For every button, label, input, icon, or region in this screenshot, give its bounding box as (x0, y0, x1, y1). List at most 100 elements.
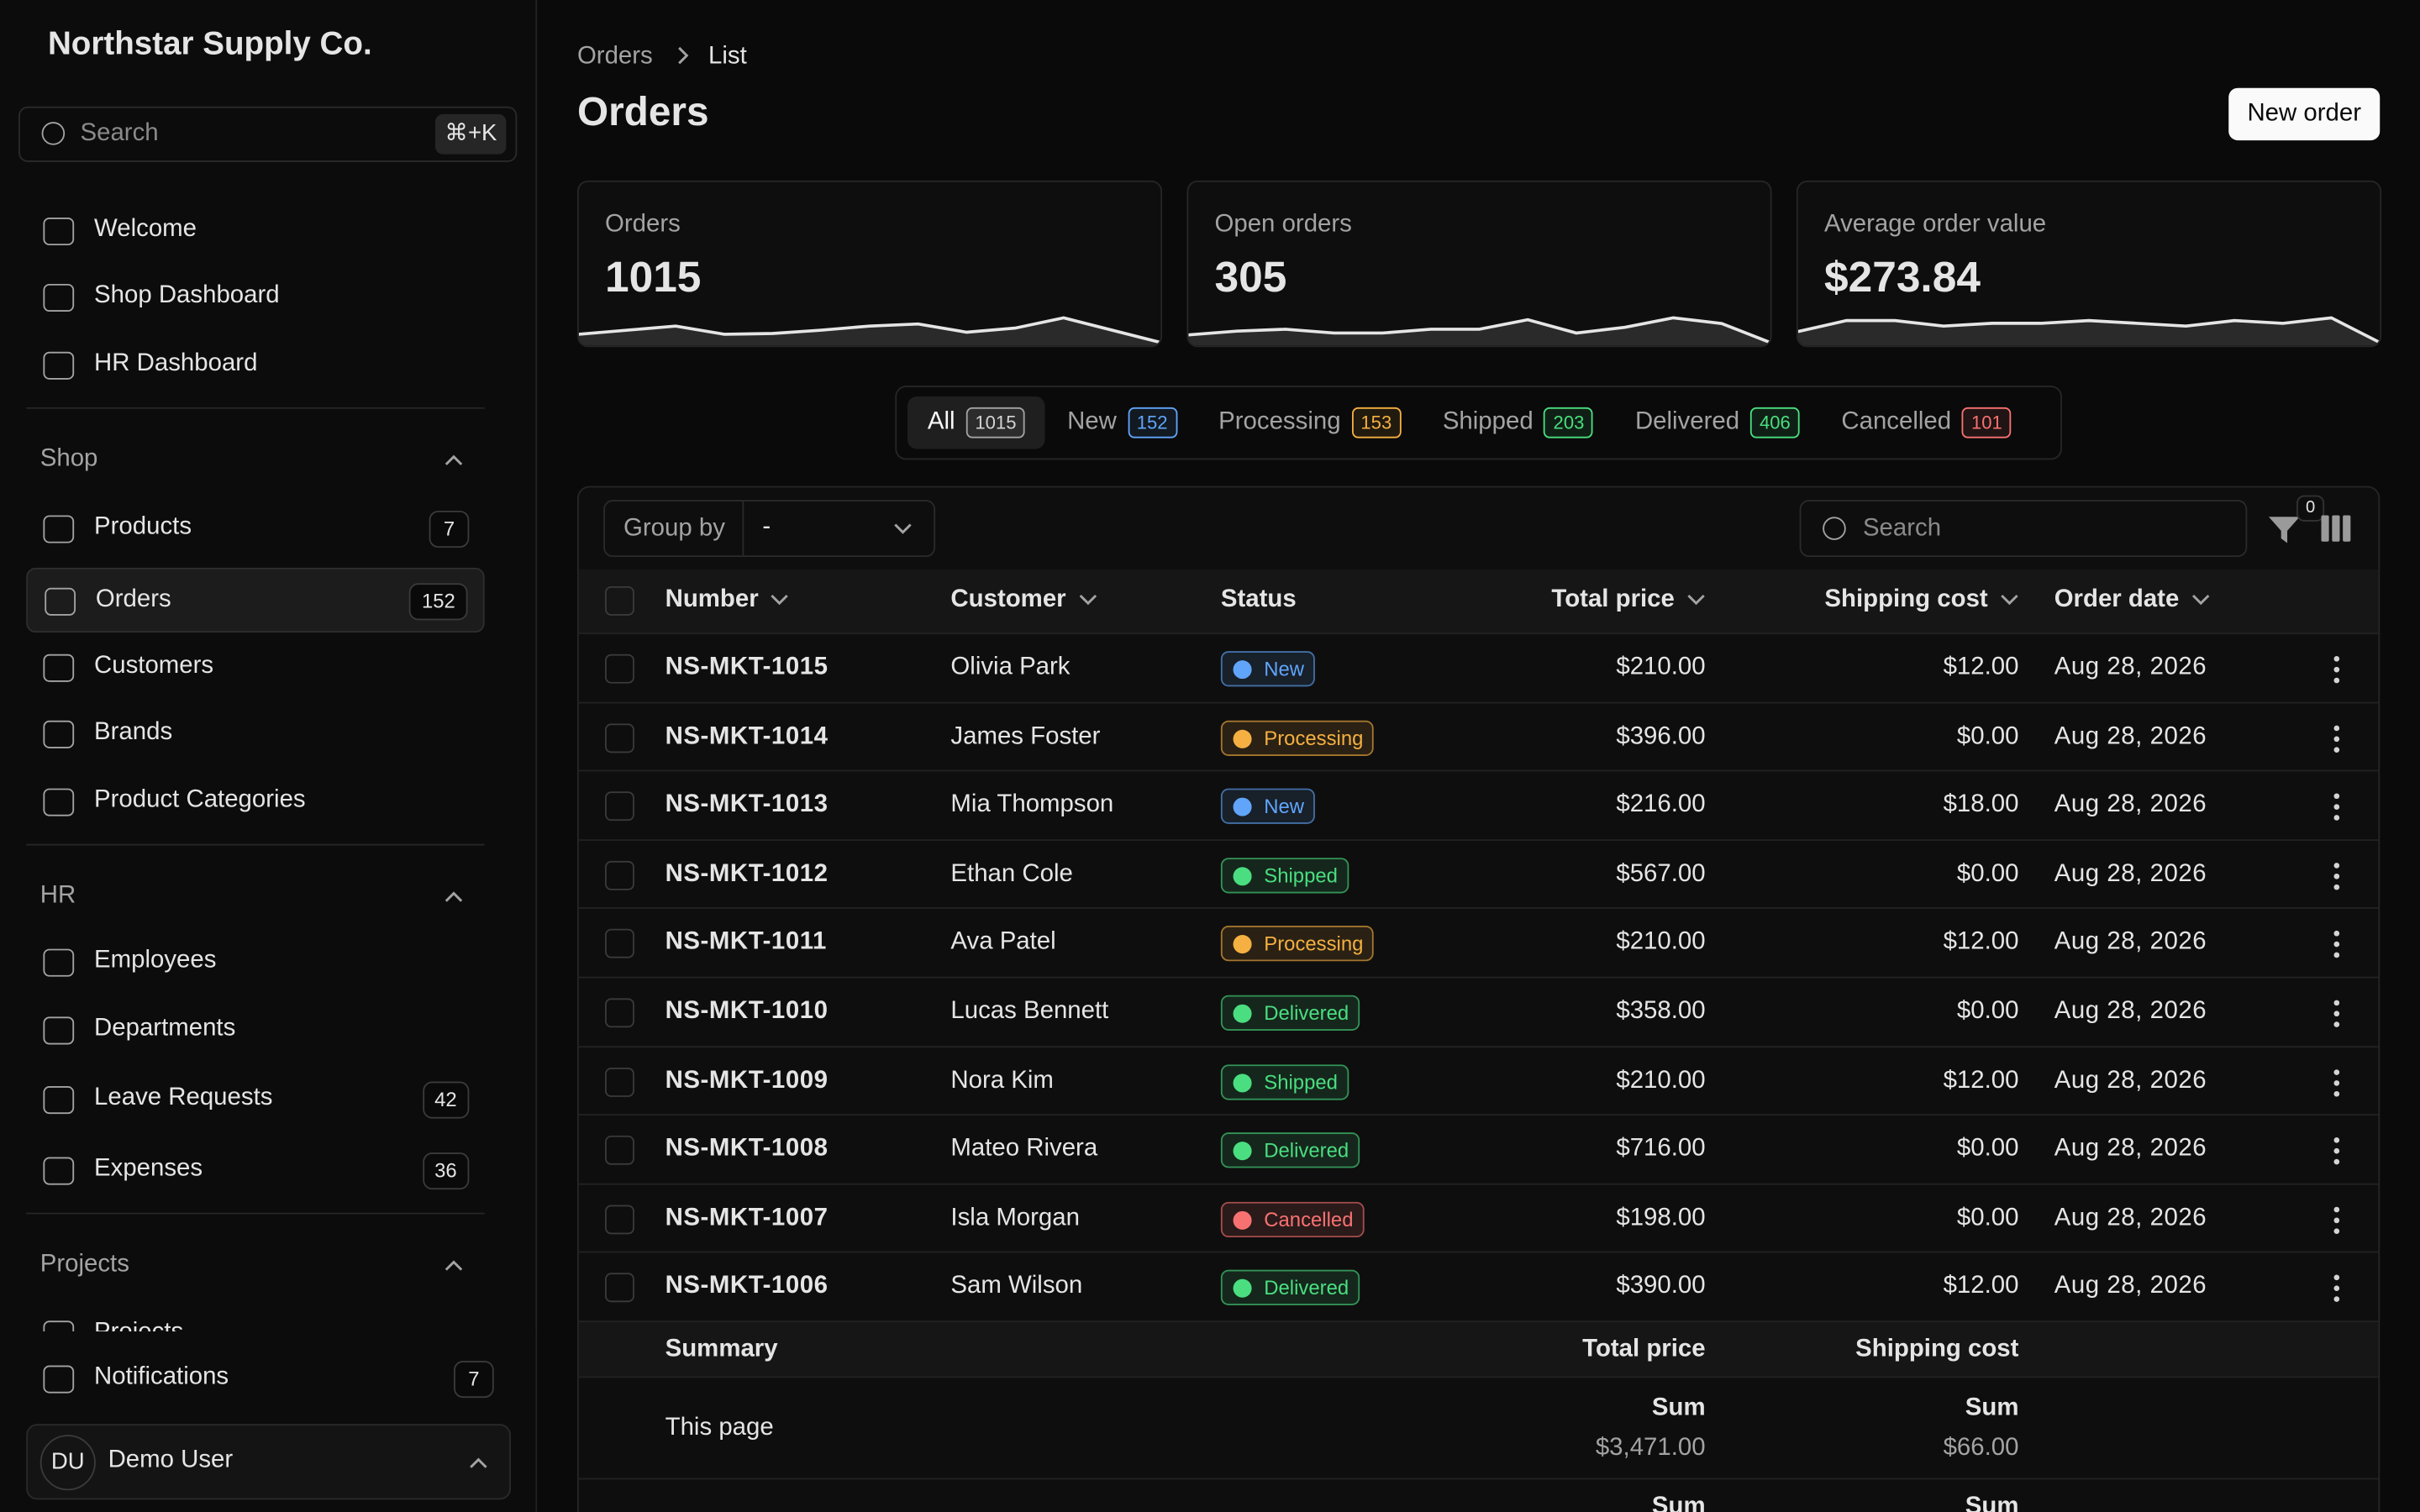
checkbox[interactable] (605, 860, 634, 890)
total-price: $567.00 (1616, 860, 1706, 887)
checkbox[interactable] (605, 722, 634, 753)
tab[interactable]: New 152 (1047, 396, 1197, 449)
nav-icon (43, 948, 75, 977)
nav-label: Welcome (94, 216, 197, 243)
checkbox[interactable] (605, 1205, 634, 1235)
sum-value: $66.00 (1943, 1435, 2019, 1462)
status-label: New (1264, 657, 1305, 681)
order-date: Aug 28, 2026 (2054, 998, 2207, 1025)
status-label: Delivered (1264, 1276, 1349, 1300)
nav-item[interactable]: Product Categories (26, 770, 485, 835)
nav-label: Departments (94, 1015, 236, 1042)
checkbox[interactable] (605, 654, 634, 684)
nav-item[interactable]: Projects (26, 1302, 485, 1332)
divider (26, 1212, 485, 1215)
order-number: NS-MKT-1014 (665, 722, 829, 749)
checkbox[interactable] (605, 791, 634, 822)
nav-item[interactable]: Employees (26, 931, 485, 995)
table-row[interactable]: NS-MKT-1014 James Foster Processing $396.00… (578, 701, 2379, 771)
checkbox[interactable] (605, 998, 634, 1028)
tab[interactable]: Delivered 406 (1615, 396, 1820, 449)
table-row[interactable]: NS-MKT-1009 Nora Kim Shipped $210.00 $12.00 A… (578, 1045, 2379, 1116)
search-box[interactable]: Search ⌘+K (18, 106, 518, 162)
stat-value: 305 (1214, 253, 1287, 302)
tab[interactable]: Shipped 203 (1423, 396, 1613, 449)
breadcrumb-root[interactable]: Orders (576, 43, 653, 70)
column-header[interactable]: Order date (2054, 586, 2210, 614)
table-row[interactable]: NS-MKT-1012 Ethan Cole Shipped $567.00 $0.00… (578, 838, 2379, 909)
nav-item[interactable]: HR Dashboard (26, 333, 485, 398)
new-order-button[interactable]: New order (2228, 87, 2381, 141)
nav-item[interactable]: Products 7 (26, 496, 485, 561)
status-label: Shipped (1264, 864, 1338, 887)
nav-item[interactable]: Customers (26, 636, 485, 701)
nav-item[interactable]: Orders 152 (26, 567, 485, 633)
checkbox[interactable] (605, 1136, 634, 1166)
column-label: Number (665, 585, 759, 613)
order-date: Aug 28, 2026 (2054, 1205, 2207, 1231)
tab[interactable]: All 1015 (908, 396, 1046, 449)
chevron (445, 891, 463, 902)
checkbox[interactable] (605, 1273, 634, 1303)
nav-item[interactable]: Brands (26, 702, 485, 767)
table-row[interactable]: NS-MKT-1010 Lucas Bennett Delivered $358.00… (578, 976, 2379, 1047)
dot (2333, 815, 2340, 822)
table-row[interactable]: NS-MKT-1015 Olivia Park New $210.00 $12.00 Au… (578, 633, 2379, 702)
table-search[interactable]: Search (1799, 500, 2248, 558)
group-value: - (762, 513, 771, 540)
nav-item[interactable]: Leave Requests 42 (26, 1068, 485, 1132)
tab[interactable]: Cancelled 101 (1822, 396, 2032, 449)
table-row[interactable]: NS-MKT-1007 Isla Morgan Cancelled $198.00 $0… (578, 1183, 2379, 1252)
nav-badge: 36 (422, 1152, 470, 1190)
stat-value: 1015 (605, 253, 702, 302)
status-icon (1233, 660, 1252, 680)
column-header[interactable]: Shipping cost (1824, 586, 2018, 614)
dot (2333, 1090, 2340, 1096)
summary-page-row: This page Sum $3,471.00 Sum $66.00 (578, 1376, 2379, 1478)
dot (2333, 1011, 2340, 1017)
column-header[interactable]: Number (666, 586, 790, 614)
nav-item[interactable]: Departments (26, 998, 485, 1063)
sparkline-line (1797, 316, 2381, 344)
stat-card: Average order value $273.84 (1796, 180, 2382, 348)
notifications[interactable]: Notifications 7 (26, 1347, 509, 1411)
nav-badge: 152 (409, 583, 468, 621)
tab[interactable]: Processing 153 (1198, 396, 1421, 449)
chevron (894, 523, 912, 534)
shipping-cost: $0.00 (1956, 722, 2019, 749)
order-number: NS-MKT-1009 (665, 1067, 829, 1094)
shipping-cost: $0.00 (1956, 1205, 2019, 1231)
table-row[interactable]: NS-MKT-1011 Ava Patel Processing $210.00 $12… (578, 907, 2379, 978)
user-menu[interactable]: DU Demo User (26, 1424, 511, 1500)
group-by[interactable]: Group by - (603, 500, 936, 558)
search-placeholder: Search (80, 120, 159, 147)
column-header[interactable]: Customer (950, 586, 1097, 614)
checkbox[interactable] (605, 1067, 634, 1097)
order-date: Aug 28, 2026 (2054, 1136, 2207, 1163)
row-actions (2333, 1206, 2340, 1234)
column-header[interactable]: Total price (1551, 586, 1705, 614)
table-row[interactable]: NS-MKT-1008 Mateo Rivera Delivered $716.00 $… (578, 1114, 2379, 1184)
sort-icon (2191, 594, 2210, 606)
customer: Olivia Park (950, 654, 1071, 681)
dot (2333, 724, 2340, 731)
status-badge: Processing (1220, 926, 1375, 963)
dot (2333, 655, 2340, 662)
nav-item[interactable]: Shop Dashboard (26, 265, 485, 330)
nav-item[interactable]: Expenses 36 (26, 1139, 485, 1204)
customer: Mia Thompson (950, 791, 1114, 818)
shipping-cost: $0.00 (1956, 1136, 2019, 1163)
stat-label: Orders (605, 211, 681, 238)
stat-label: Average order value (1824, 211, 2047, 238)
tab-label: Processing (1218, 408, 1341, 435)
customer: Mateo Rivera (950, 1136, 1098, 1163)
dot (2333, 1228, 2340, 1234)
table-row[interactable]: NS-MKT-1013 Mia Thompson New $216.00 $18.00 A… (578, 769, 2379, 840)
dot (2333, 873, 2340, 879)
checkbox[interactable] (605, 929, 634, 959)
columns-bar (2332, 515, 2340, 542)
dot (2333, 804, 2340, 811)
chevron-line (678, 46, 689, 65)
table-row[interactable]: NS-MKT-1006 Sam Wilson Delivered $390.00 $12… (578, 1252, 2379, 1321)
nav-item[interactable]: Welcome (26, 199, 485, 264)
